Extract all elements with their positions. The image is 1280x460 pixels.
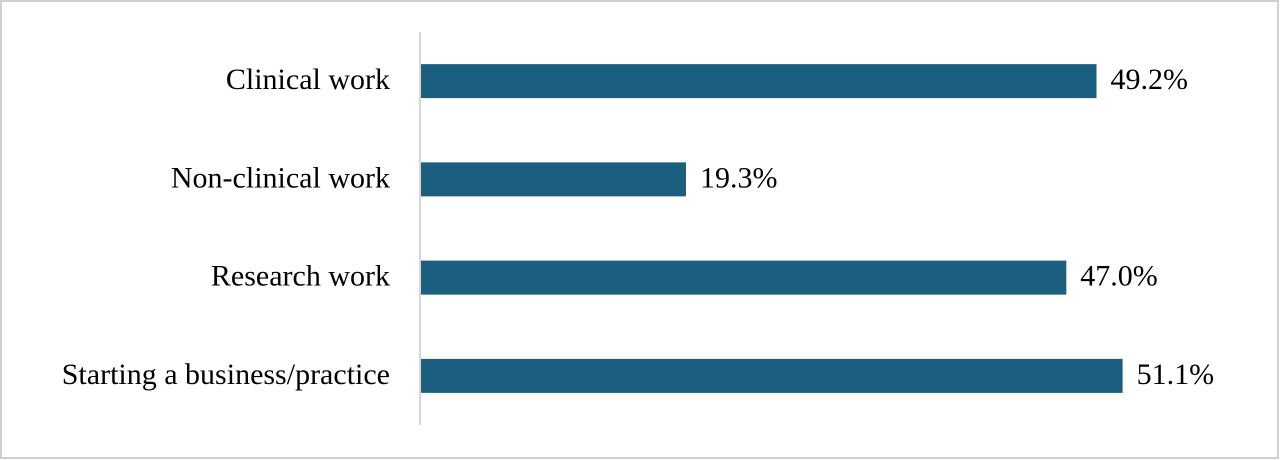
category-label: Starting a business/practice [62,358,390,391]
category-label: Clinical work [226,63,390,96]
value-label: 47.0% [1080,260,1158,293]
category-label: Non-clinical work [171,161,390,194]
bar [421,162,686,197]
bar [421,358,1123,393]
category-label: Research work [211,260,390,293]
bar [421,260,1067,295]
value-label: 51.1% [1137,358,1215,391]
value-label: 19.3% [700,161,778,194]
value-label: 49.2% [1111,63,1189,96]
bar [421,64,1097,99]
